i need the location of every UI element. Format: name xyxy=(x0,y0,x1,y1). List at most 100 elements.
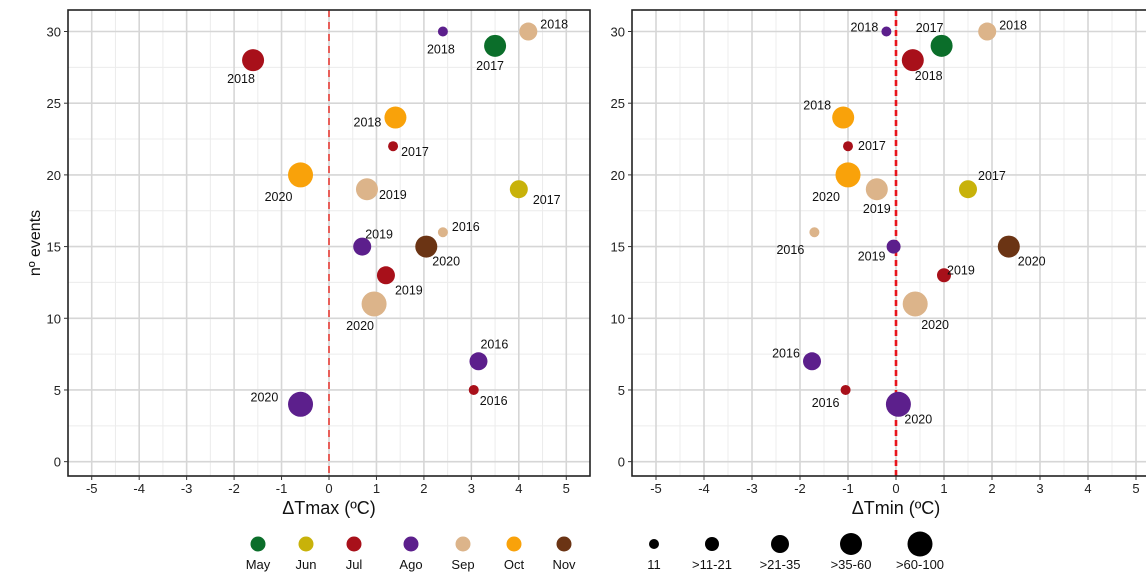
tmin-x-tick-label: 3 xyxy=(1036,481,1043,496)
tmax-x-tick-label: 2 xyxy=(420,481,427,496)
tmin-point-jul-2019 xyxy=(937,268,951,283)
tmin-point-may-2017 xyxy=(930,34,953,57)
tmin-point-label: 2016 xyxy=(812,396,840,410)
tmax-point-ago-2016 xyxy=(469,352,488,371)
tmin-x-tick-label: -1 xyxy=(842,481,854,496)
tmax-x-tick-label: 0 xyxy=(325,481,332,496)
tmax-y-tick-label: 0 xyxy=(54,455,61,470)
tmin-y-tick-label: 5 xyxy=(618,383,625,398)
legend-size-label: >21-35 xyxy=(760,557,801,572)
tmax-y-tick-label: 30 xyxy=(47,25,61,40)
tmax-point-label: 2017 xyxy=(533,193,561,207)
legend-month-label: Jun xyxy=(296,557,317,572)
tmin-point-label: 2018 xyxy=(850,21,878,35)
legend-size-swatch xyxy=(705,537,719,551)
tmax-x-tick-label: 4 xyxy=(515,481,522,496)
tmax-y-tick-label: 15 xyxy=(47,240,61,255)
tmax-point-label: 2018 xyxy=(427,43,455,57)
tmax-point-label: 2018 xyxy=(354,116,382,130)
tmax-point-ago-2019 xyxy=(353,237,372,256)
legend-month-label: Ago xyxy=(399,557,422,572)
tmax-point-jun-2017 xyxy=(509,180,528,199)
tmax-x-tick-label: 1 xyxy=(373,481,380,496)
tmax-point-jul-2018 xyxy=(242,49,265,72)
tmin-point-jul-2018 xyxy=(901,49,924,72)
tmax-point-label: 2016 xyxy=(452,220,480,234)
legend-month-label: Jul xyxy=(346,557,363,572)
tmax-point-jul-2017 xyxy=(388,141,399,152)
tmax-point-label: 2020 xyxy=(251,390,279,404)
legend-month-label: Sep xyxy=(451,557,474,572)
tmax-point-oct-2018 xyxy=(384,106,407,129)
tmax-point-sep-2019 xyxy=(355,178,378,201)
tmin-point-label: 2019 xyxy=(858,250,886,264)
tmin-y-tick-label: 0 xyxy=(618,455,625,470)
tmin-point-label: 2017 xyxy=(858,139,886,153)
tmax-x-tick-label: -1 xyxy=(276,481,288,496)
tmax-x-tick-label: -3 xyxy=(181,481,193,496)
tmin-x-axis-title: ΔTmin (ºC) xyxy=(852,498,941,518)
tmax-point-label: 2020 xyxy=(346,319,374,333)
tmax-point-label: 2020 xyxy=(265,190,293,204)
tmax-point-sep-2020 xyxy=(361,291,387,317)
tmax-y-tick-label: 25 xyxy=(47,96,61,111)
tmax-point-ago-2020 xyxy=(288,391,314,417)
tmax-x-tick-label: -2 xyxy=(228,481,240,496)
tmin-point-sep-2018 xyxy=(978,22,997,41)
tmax-point-label: 2018 xyxy=(540,18,568,32)
legend-size-label: >11-21 xyxy=(692,557,732,572)
tmin-point-label: 2020 xyxy=(812,190,840,204)
tmax-y-tick-label: 5 xyxy=(54,383,61,398)
panel-tmin: -5 -4 -3 -2 -1 0 1 2 3 4 5 0 5 10 15 20 25 30 ΔTmin (ºC) 20… xyxy=(611,9,1146,518)
tmax-point-label: 2018 xyxy=(227,72,255,86)
tmin-point-label: 2020 xyxy=(921,318,949,332)
tmin-x-tick-label: 5 xyxy=(1132,481,1139,496)
tmax-point-label: 2019 xyxy=(395,283,423,297)
tmin-point-label: 2016 xyxy=(776,243,804,257)
tmin-x-tick-label: -4 xyxy=(698,481,710,496)
tmin-point-label: 2018 xyxy=(915,69,943,83)
tmin-y-tick-label: 30 xyxy=(611,25,625,40)
tmin-y-tick-label: 25 xyxy=(611,96,625,111)
legend-size-label: >60-100 xyxy=(896,557,944,572)
tmin-point-label: 2019 xyxy=(947,263,975,277)
tmax-x-tick-label: -4 xyxy=(133,481,145,496)
legend-month-swatch-nov xyxy=(556,536,572,552)
legend-month-swatch-jun xyxy=(298,536,314,552)
tmax-x-axis-title: ΔTmax (ºC) xyxy=(282,498,376,518)
panel-tmax: -5 -4 -3 -2 -1 0 1 2 3 4 5 0 5 10 15 20 25 30 ΔTmax (ºC) nº… xyxy=(27,9,591,518)
tmin-point-label: 2017 xyxy=(916,21,944,35)
legend-size-label: 11 xyxy=(647,557,661,572)
tmin-point-ago-2018 xyxy=(881,26,892,37)
tmin-point-jul-2016 xyxy=(840,384,851,395)
legend-month-swatch-sep xyxy=(455,536,471,552)
legend-size-swatch xyxy=(840,533,862,555)
tmax-point-label: 2019 xyxy=(379,188,407,202)
tmin-point-label: 2020 xyxy=(1018,255,1046,269)
tmax-point-nov-2020 xyxy=(415,235,438,258)
tmax-point-may-2017 xyxy=(484,34,507,57)
tmin-y-tick-label: 20 xyxy=(611,168,625,183)
legend-size-swatch xyxy=(771,535,789,553)
tmax-x-tick-label: -5 xyxy=(86,481,98,496)
tmax-point-jul-2019 xyxy=(376,266,395,285)
legend-month-swatch-jul xyxy=(346,536,362,552)
tmin-point-label: 2019 xyxy=(863,202,891,216)
tmin-x-tick-label: 4 xyxy=(1084,481,1091,496)
tmin-point-ago-2016 xyxy=(803,352,821,371)
legend-month-swatch-ago xyxy=(403,536,419,552)
tmin-point-jul-2017 xyxy=(843,141,853,152)
legend-size-swatch xyxy=(649,539,659,549)
tmin-y-tick-label: 10 xyxy=(611,311,625,326)
tmax-point-sep-2018 xyxy=(519,22,538,41)
tmin-point-oct-2020 xyxy=(835,162,861,188)
legend: May Jun Jul Ago Sep Oct Nov 11 >11-21 >21-35 >35-6… xyxy=(246,531,944,572)
tmax-y-axis-title: nº events xyxy=(27,210,44,276)
tmax-point-ago-2018 xyxy=(437,26,448,37)
tmin-x-tick-label: 1 xyxy=(940,481,947,496)
tmax-point-label: 2020 xyxy=(432,255,460,269)
legend-month-label: May xyxy=(246,557,271,572)
tmax-point-label: 2017 xyxy=(401,145,429,159)
tmax-point-label: 2016 xyxy=(480,394,508,408)
